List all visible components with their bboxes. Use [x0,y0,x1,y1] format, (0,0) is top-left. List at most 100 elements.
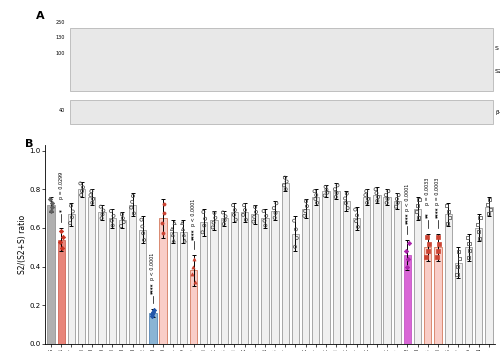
Point [190,256,198,262]
Point [432,254,440,260]
Point [402,248,410,254]
Point [455,248,463,254]
Point [322,184,330,190]
Point [374,198,382,204]
Bar [342,201,350,344]
Point [220,221,228,227]
Y-axis label: S2/(S2+S) ratio: S2/(S2+S) ratio [18,215,27,274]
Point [189,264,197,270]
Bar [180,232,187,344]
Point [198,230,206,235]
Point [86,192,94,198]
Bar [404,255,411,344]
Bar [282,184,289,344]
Point [453,272,461,277]
Point [405,240,413,246]
Point [58,245,66,251]
Bar [68,214,75,344]
Point [374,194,382,200]
Point [270,215,278,220]
Point [300,213,308,219]
Point [201,216,209,221]
Text: 250: 250 [56,20,65,25]
Point [444,220,452,226]
Point [138,217,145,223]
Point [57,228,65,234]
Point [384,188,392,194]
Point [354,224,362,230]
Bar [230,212,238,344]
Point [474,229,482,234]
Point [150,309,158,315]
Point [341,196,349,201]
Point [200,209,207,215]
Text: B: B [25,139,33,149]
Point [148,313,156,319]
Point [382,200,390,206]
Text: S: S [495,46,499,51]
Point [486,197,494,202]
Point [46,196,54,202]
Text: ****: **** [436,207,440,218]
Point [178,220,186,226]
Bar [353,218,360,344]
Bar [485,207,492,344]
Point [48,204,56,210]
Point [444,209,452,214]
Point [76,181,84,186]
Bar [414,208,422,344]
Point [130,211,138,216]
Point [117,223,125,229]
Text: ****: **** [405,213,410,224]
Point [138,224,146,229]
Point [422,254,430,260]
Bar [302,208,310,344]
Point [362,192,370,198]
Point [415,197,423,203]
Point [372,190,380,196]
Bar [363,197,370,344]
Point [463,234,471,240]
Point [332,194,340,200]
Point [466,248,474,253]
Point [382,192,390,198]
Point [250,214,258,220]
Point [140,237,148,243]
Point [200,223,208,228]
Point [282,186,290,192]
Point [252,209,260,215]
Point [302,199,310,204]
Point [372,186,380,192]
Bar [210,220,218,344]
Point [353,213,361,218]
Point [312,196,320,202]
Point [465,241,473,247]
Point [210,210,218,216]
Point [404,256,412,262]
Point [160,201,168,206]
Point [208,225,216,230]
Point [464,254,472,260]
FancyBboxPatch shape [70,28,493,91]
Point [241,207,249,213]
Point [324,190,332,196]
Point [128,199,136,205]
Text: ****: **** [191,228,196,239]
Point [210,220,218,225]
Point [443,203,451,208]
Point [414,214,422,220]
Point [292,226,300,232]
Point [262,223,270,228]
Bar [129,205,136,344]
Point [250,219,258,224]
Text: p = 0.0033: p = 0.0033 [426,177,430,205]
Point [69,209,77,214]
Point [191,279,199,285]
Bar [88,197,96,344]
Bar [373,195,380,344]
Text: p < 0.0001: p < 0.0001 [405,183,410,211]
Point [58,234,66,239]
Point [412,209,420,214]
Point [100,208,108,213]
Point [231,207,239,213]
